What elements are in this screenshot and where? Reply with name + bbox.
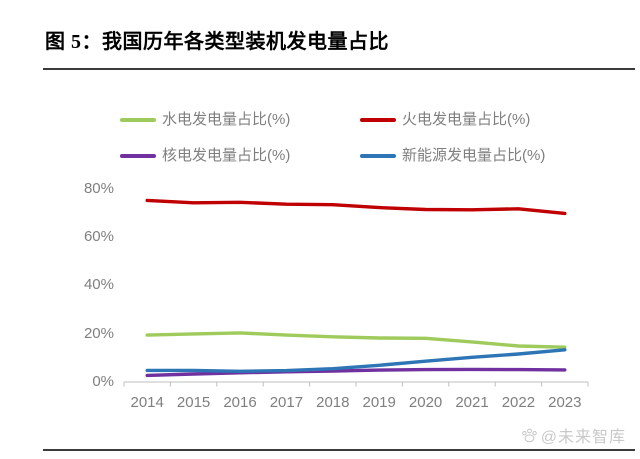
- legend-swatch-nuclear: [120, 154, 156, 158]
- x-tick-label-2019: 2019: [362, 394, 396, 411]
- x-tick-label-2016: 2016: [223, 394, 257, 411]
- y-tick-label-60: 60%: [83, 228, 114, 246]
- legend-item-new-energy: 新能源发电量占比(%): [360, 147, 545, 165]
- series-line-hydro: [145, 331, 567, 349]
- legend-label-hydro: 水电发电量占比(%): [162, 111, 291, 128]
- x-axis-line: [123, 381, 589, 387]
- x-tick-label-2015: 2015: [176, 394, 211, 411]
- x-tick-label-2020: 2020: [408, 394, 443, 411]
- legend-label-new-energy: 新能源发电量占比(%): [402, 147, 546, 164]
- y-tick-label-20: 20%: [83, 324, 114, 342]
- legend-item-hydro: 水电发电量占比(%): [120, 111, 290, 129]
- x-tick-label-2018: 2018: [316, 394, 350, 411]
- title-divider-line: [43, 68, 635, 70]
- legend-swatch-thermal: [360, 118, 396, 122]
- y-tick-label-40: 40%: [83, 276, 114, 294]
- x-tick-label-2017: 2017: [269, 394, 304, 411]
- watermark: @未来智库: [521, 423, 626, 447]
- x-tick-label-2023: 2023: [548, 394, 582, 411]
- bottom-border-line: [43, 449, 635, 451]
- y-tick-label-80: 80%: [83, 179, 114, 197]
- legend-label-nuclear: 核电发电量占比(%): [162, 147, 291, 164]
- figure-title: 图 5：我国历年各类型装机发电量占比: [45, 31, 389, 53]
- x-tick-label-2014: 2014: [130, 394, 164, 411]
- series-line-thermal: [145, 198, 567, 216]
- legend-item-thermal: 火电发电量占比(%): [360, 111, 530, 129]
- legend-swatch-hydro: [120, 118, 156, 122]
- x-tick-label-2022: 2022: [501, 394, 536, 411]
- y-tick-label-0: 0%: [92, 373, 114, 390]
- series-line-nuclear: [145, 367, 567, 378]
- x-tick-label-2021: 2021: [455, 394, 489, 411]
- legend-swatch-new-energy: [360, 154, 396, 158]
- watermark-text: @未来智库: [540, 429, 626, 446]
- legend-item-nuclear: 核电发电量占比(%): [120, 147, 290, 165]
- paw-icon: [521, 428, 537, 442]
- series-line-new-energy: [145, 348, 567, 373]
- legend-label-thermal: 火电发电量占比(%): [402, 111, 531, 128]
